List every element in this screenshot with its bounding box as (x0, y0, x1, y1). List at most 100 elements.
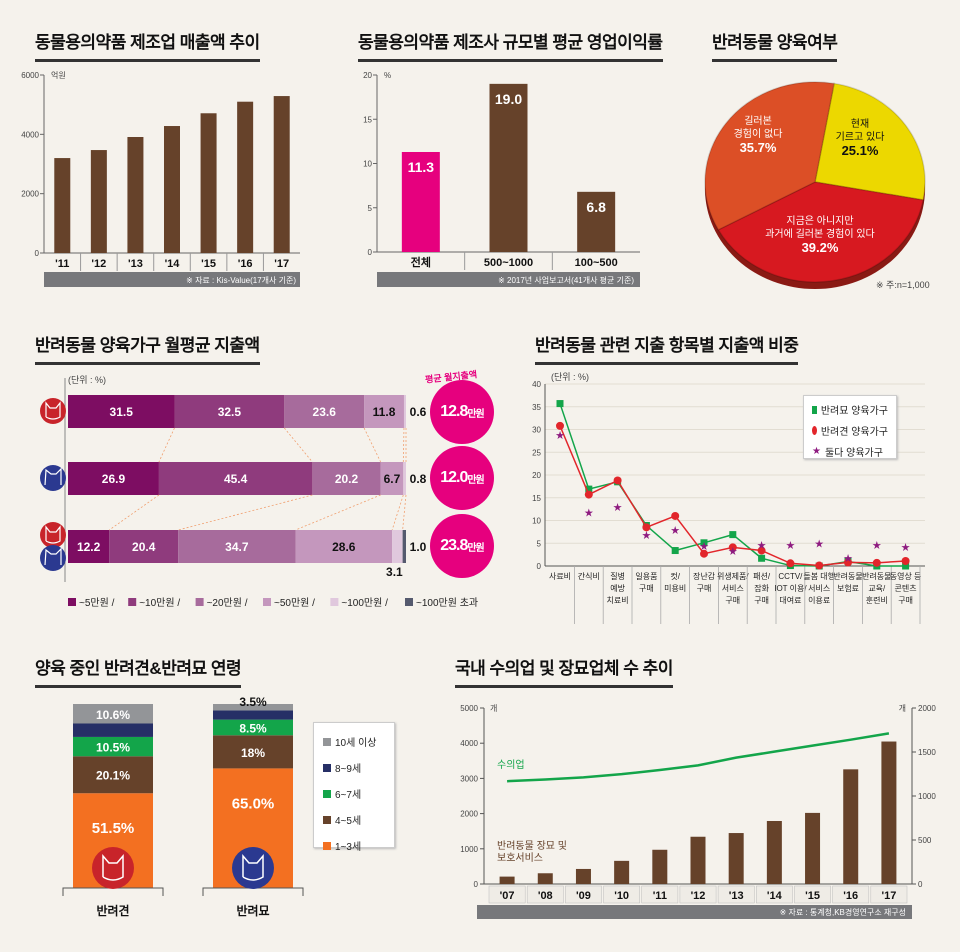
data-point-star: ★ (872, 540, 882, 552)
bar-segment (213, 704, 293, 711)
bar (766, 820, 782, 884)
connector-line (158, 427, 175, 463)
y-tick-label: 5 (537, 539, 542, 548)
y-tick-label: 20 (532, 471, 541, 480)
legend-swatch (68, 598, 76, 606)
data-point-square (700, 539, 708, 547)
square-marker-icon (812, 405, 817, 414)
cat-icon (40, 465, 66, 491)
connector-line (402, 427, 405, 463)
data-point-square (585, 485, 593, 493)
x-tick-label: '13 (729, 890, 744, 902)
segment-label: 8.5% (239, 721, 267, 735)
segment-label: 18% (241, 746, 265, 760)
segment-label: 11.8 (373, 405, 396, 419)
y-tick-label: 20 (363, 71, 372, 80)
x-label-cell (603, 885, 640, 904)
bar (843, 769, 859, 884)
x-tick-label: '10 (614, 890, 629, 902)
segment-label: 20.4 (132, 540, 156, 554)
category-label: 대여료 (779, 595, 801, 605)
y-tick-label: 25 (532, 448, 541, 457)
chart6-title: 양육 중인 반려견&반려묘 연령 (35, 654, 242, 688)
bar-bracket (202, 887, 304, 896)
bar-segment (73, 756, 153, 794)
segment-label: 20.1% (96, 769, 130, 783)
connector-line (109, 494, 160, 531)
bar (54, 158, 71, 253)
bar-value-label: 6.8 (586, 199, 606, 215)
x-tick-label: '11 (653, 890, 667, 902)
y-tick-label: 0 (35, 249, 40, 258)
left-tick-label: 0 (474, 880, 479, 889)
y-tick-label: 15 (532, 494, 541, 503)
category-label: 질병 (610, 572, 625, 581)
bar-segment (178, 530, 296, 563)
bar (164, 126, 180, 253)
bar-value-label: 11.3 (408, 159, 435, 175)
x-tick-label: '12 (691, 890, 706, 902)
data-point-square (556, 400, 564, 408)
legend-label: ~100만원 초과 (416, 597, 478, 609)
x-tick-label: '17 (881, 890, 896, 902)
x-tick-label: '14 (767, 890, 783, 902)
segment-label: 23.6 (313, 405, 337, 419)
line-legend: 반려묘 양육가구 반려견 양육가구 ★ 둘다 양육가구 (803, 395, 897, 459)
cat-face-icon (242, 853, 264, 881)
segment-label: 12.2 (77, 540, 101, 554)
bar-segment (68, 395, 175, 428)
star-marker-icon: ★ (812, 446, 821, 457)
category-label: 훈련비 (866, 595, 888, 605)
avg-circle-both: 23.8 만원 (430, 514, 494, 578)
segment-label: 10.6% (96, 708, 130, 722)
dog-icon (40, 522, 66, 548)
bar-segment (284, 395, 365, 428)
category-label: 잡화 (754, 583, 769, 593)
bar (577, 191, 616, 252)
y-tick-label: 10 (363, 160, 372, 169)
x-tick-label: '11 (55, 258, 69, 270)
source-text: ※ 자료 : 통계청,KB경영연구소 재구성 (780, 907, 906, 917)
series-label: 보호서비스 (497, 852, 543, 864)
connector-line (295, 494, 381, 531)
legend-swatch (263, 598, 271, 606)
chart7-title: 국내 수의업 및 장묘업체 수 추이 (455, 654, 673, 688)
data-point-star: ★ (584, 507, 594, 519)
bar-segment (403, 395, 406, 428)
data-point-star: ★ (613, 502, 623, 514)
category-label: 예방 (610, 583, 625, 593)
data-point-circle (872, 558, 881, 567)
category-label: 콘텐츠 (895, 583, 917, 593)
legend-swatch (195, 598, 204, 606)
data-point-star: ★ (728, 546, 738, 558)
y-tick-label: 40 (532, 380, 541, 389)
bar-segment (364, 395, 404, 428)
category-label: 구매 (754, 596, 769, 605)
bar (614, 860, 630, 884)
circle-marker-icon (812, 426, 817, 435)
x-tick-label: '14 (165, 258, 181, 270)
bar-segment (213, 710, 293, 720)
dog-face-icon (45, 401, 61, 420)
data-point-star: ★ (814, 538, 824, 550)
left-tick-label: 1000 (460, 845, 478, 854)
source-text: ※ 자료 : Kis-Value(17개사 기준) (186, 275, 296, 285)
category-label: 위생제품/ (717, 571, 749, 581)
y-tick-label: 4000 (21, 130, 39, 139)
y-tick-label: 6000 (21, 71, 39, 80)
bar-segment (68, 462, 159, 495)
category-label: CCTV/ (778, 572, 803, 581)
connector-line (391, 494, 404, 531)
legend-label: ~5만원 / (79, 597, 115, 609)
segment-label: 26.9 (102, 472, 126, 486)
x-label-cell (717, 885, 755, 904)
x-tick-label: '13 (128, 258, 143, 270)
bar (499, 876, 515, 884)
connector-line (363, 427, 382, 463)
right-tick-label: 1500 (918, 748, 936, 757)
data-point-circle (728, 543, 737, 552)
left-tick-label: 4000 (460, 739, 478, 748)
x-label-cell (832, 885, 870, 904)
data-point-star: ★ (699, 541, 709, 553)
pie-slice (717, 181, 925, 283)
